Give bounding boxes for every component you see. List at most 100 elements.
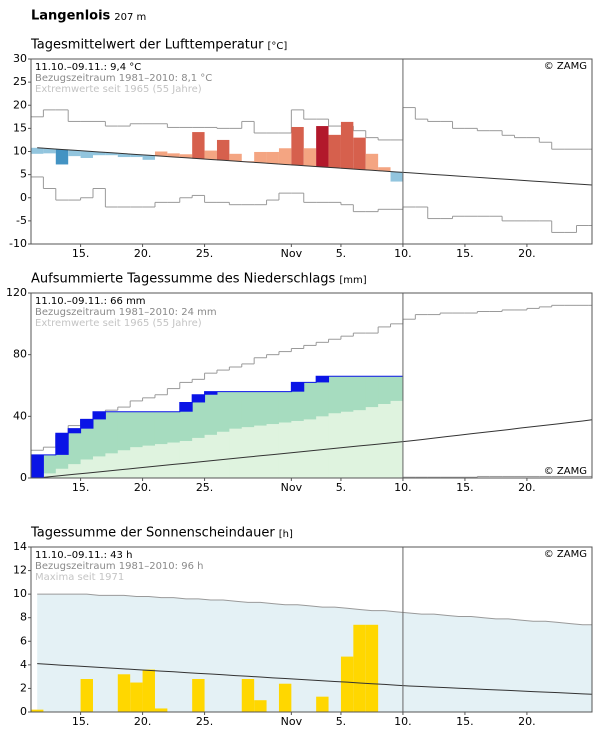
y-tick-label: 10 (13, 145, 27, 158)
x-tick-label: 5. (336, 715, 347, 728)
x-tick-label: 15. (456, 715, 474, 728)
bar (353, 137, 366, 170)
y-tick-label: 14 (13, 540, 27, 553)
increment (31, 454, 44, 478)
x-tick-label: 5. (336, 247, 347, 260)
bar (216, 139, 230, 161)
bar (378, 167, 391, 172)
x-tick-label: 25. (196, 481, 214, 494)
x-tick-label: Nov (281, 481, 303, 494)
bar (278, 148, 292, 165)
increment (68, 428, 82, 434)
bar (365, 153, 379, 171)
bar (117, 674, 131, 712)
info-line: 11.10.–09.11.: 66 mm (35, 296, 146, 307)
chart-unit: [°C] (268, 41, 288, 52)
line (37, 419, 592, 478)
area-step (43, 454, 57, 478)
x-tick-label: 5. (336, 481, 347, 494)
area-step (68, 464, 82, 478)
x-tick-label: 10. (394, 715, 412, 728)
bar (68, 150, 81, 157)
area-step (105, 453, 119, 478)
info-line: Bezugszeitraum 1981–2010: 8,1 °C (35, 73, 212, 84)
chart-title: Tagessumme der Sonnenscheindauer (30, 526, 275, 541)
area-step (216, 431, 230, 478)
bar (80, 679, 93, 712)
area-step (254, 425, 268, 478)
bar (80, 151, 93, 158)
bar (130, 154, 143, 158)
area-step (316, 416, 330, 478)
info-line: Maxima seit 1971 (35, 572, 124, 583)
bar (105, 152, 118, 156)
chart-title: Tagesmittelwert der Lufttemperatur (30, 38, 264, 53)
increment (291, 382, 305, 392)
area-step (378, 404, 392, 478)
area-step (303, 419, 317, 478)
y-tick-label: 20 (13, 98, 27, 111)
area-step (241, 427, 255, 478)
bar (55, 149, 69, 165)
y-tick-label: 15 (13, 121, 27, 134)
x-tick-label: 10. (394, 481, 412, 494)
info-line: Bezugszeitraum 1981–2010: 96 h (35, 561, 203, 572)
chart-unit: [h] (279, 529, 293, 540)
bar (303, 148, 317, 167)
x-tick-label: Nov (281, 715, 303, 728)
bar (154, 708, 168, 712)
bar (278, 683, 292, 712)
x-tick-label: 25. (196, 247, 214, 260)
y-tick-label: 8 (20, 611, 27, 624)
area-step (167, 442, 181, 478)
plot-frame (30, 546, 593, 713)
x-tick-label: 20. (134, 715, 152, 728)
bar (266, 151, 279, 164)
y-tick-label: 6 (20, 634, 27, 647)
y-tick-label: 120 (6, 286, 27, 299)
x-tick-label: Nov (281, 247, 303, 260)
bar (92, 151, 106, 156)
area-outline (31, 375, 403, 456)
info-line: Extremwerte seit 1965 (55 Jahre) (35, 318, 202, 329)
copyright: © ZAMG (544, 61, 587, 72)
x-tick-label: 15. (456, 247, 474, 260)
area-step (55, 468, 69, 478)
area-step (192, 437, 206, 478)
x-tick-label: 10. (394, 247, 412, 260)
area-step (117, 450, 131, 478)
area-step (353, 410, 367, 478)
line (37, 593, 592, 626)
x-tick-label: 20. (518, 247, 536, 260)
station-elevation: 207 m (114, 12, 146, 23)
bar (328, 134, 341, 168)
y-tick-label: 10 (13, 587, 27, 600)
x-tick-label: 20. (134, 481, 152, 494)
y-tick-label: 30 (13, 52, 27, 65)
plot (31, 107, 592, 233)
x-tick-label: 20. (134, 247, 152, 260)
bar (340, 121, 354, 169)
bar (154, 151, 168, 157)
info-line: Bezugszeitraum 1981–2010: 24 mm (35, 307, 217, 318)
area-step (92, 456, 106, 478)
increment (316, 376, 330, 383)
bar (142, 669, 155, 712)
y-tick-label: 80 (13, 348, 27, 361)
y-tick-label: 4 (20, 658, 27, 671)
area-step (278, 422, 292, 478)
bar (229, 153, 242, 162)
station-name: Langenlois (31, 9, 111, 24)
chart-unit: [mm] (339, 275, 366, 286)
bar (179, 154, 193, 158)
area-step (266, 424, 280, 478)
increment (179, 402, 193, 412)
area-step (340, 411, 354, 478)
bar (254, 700, 267, 712)
area-step (43, 473, 57, 478)
x-tick-label: 15. (72, 715, 90, 728)
y-tick-label: -10 (9, 237, 27, 250)
bar (241, 679, 255, 712)
bar (291, 126, 304, 166)
